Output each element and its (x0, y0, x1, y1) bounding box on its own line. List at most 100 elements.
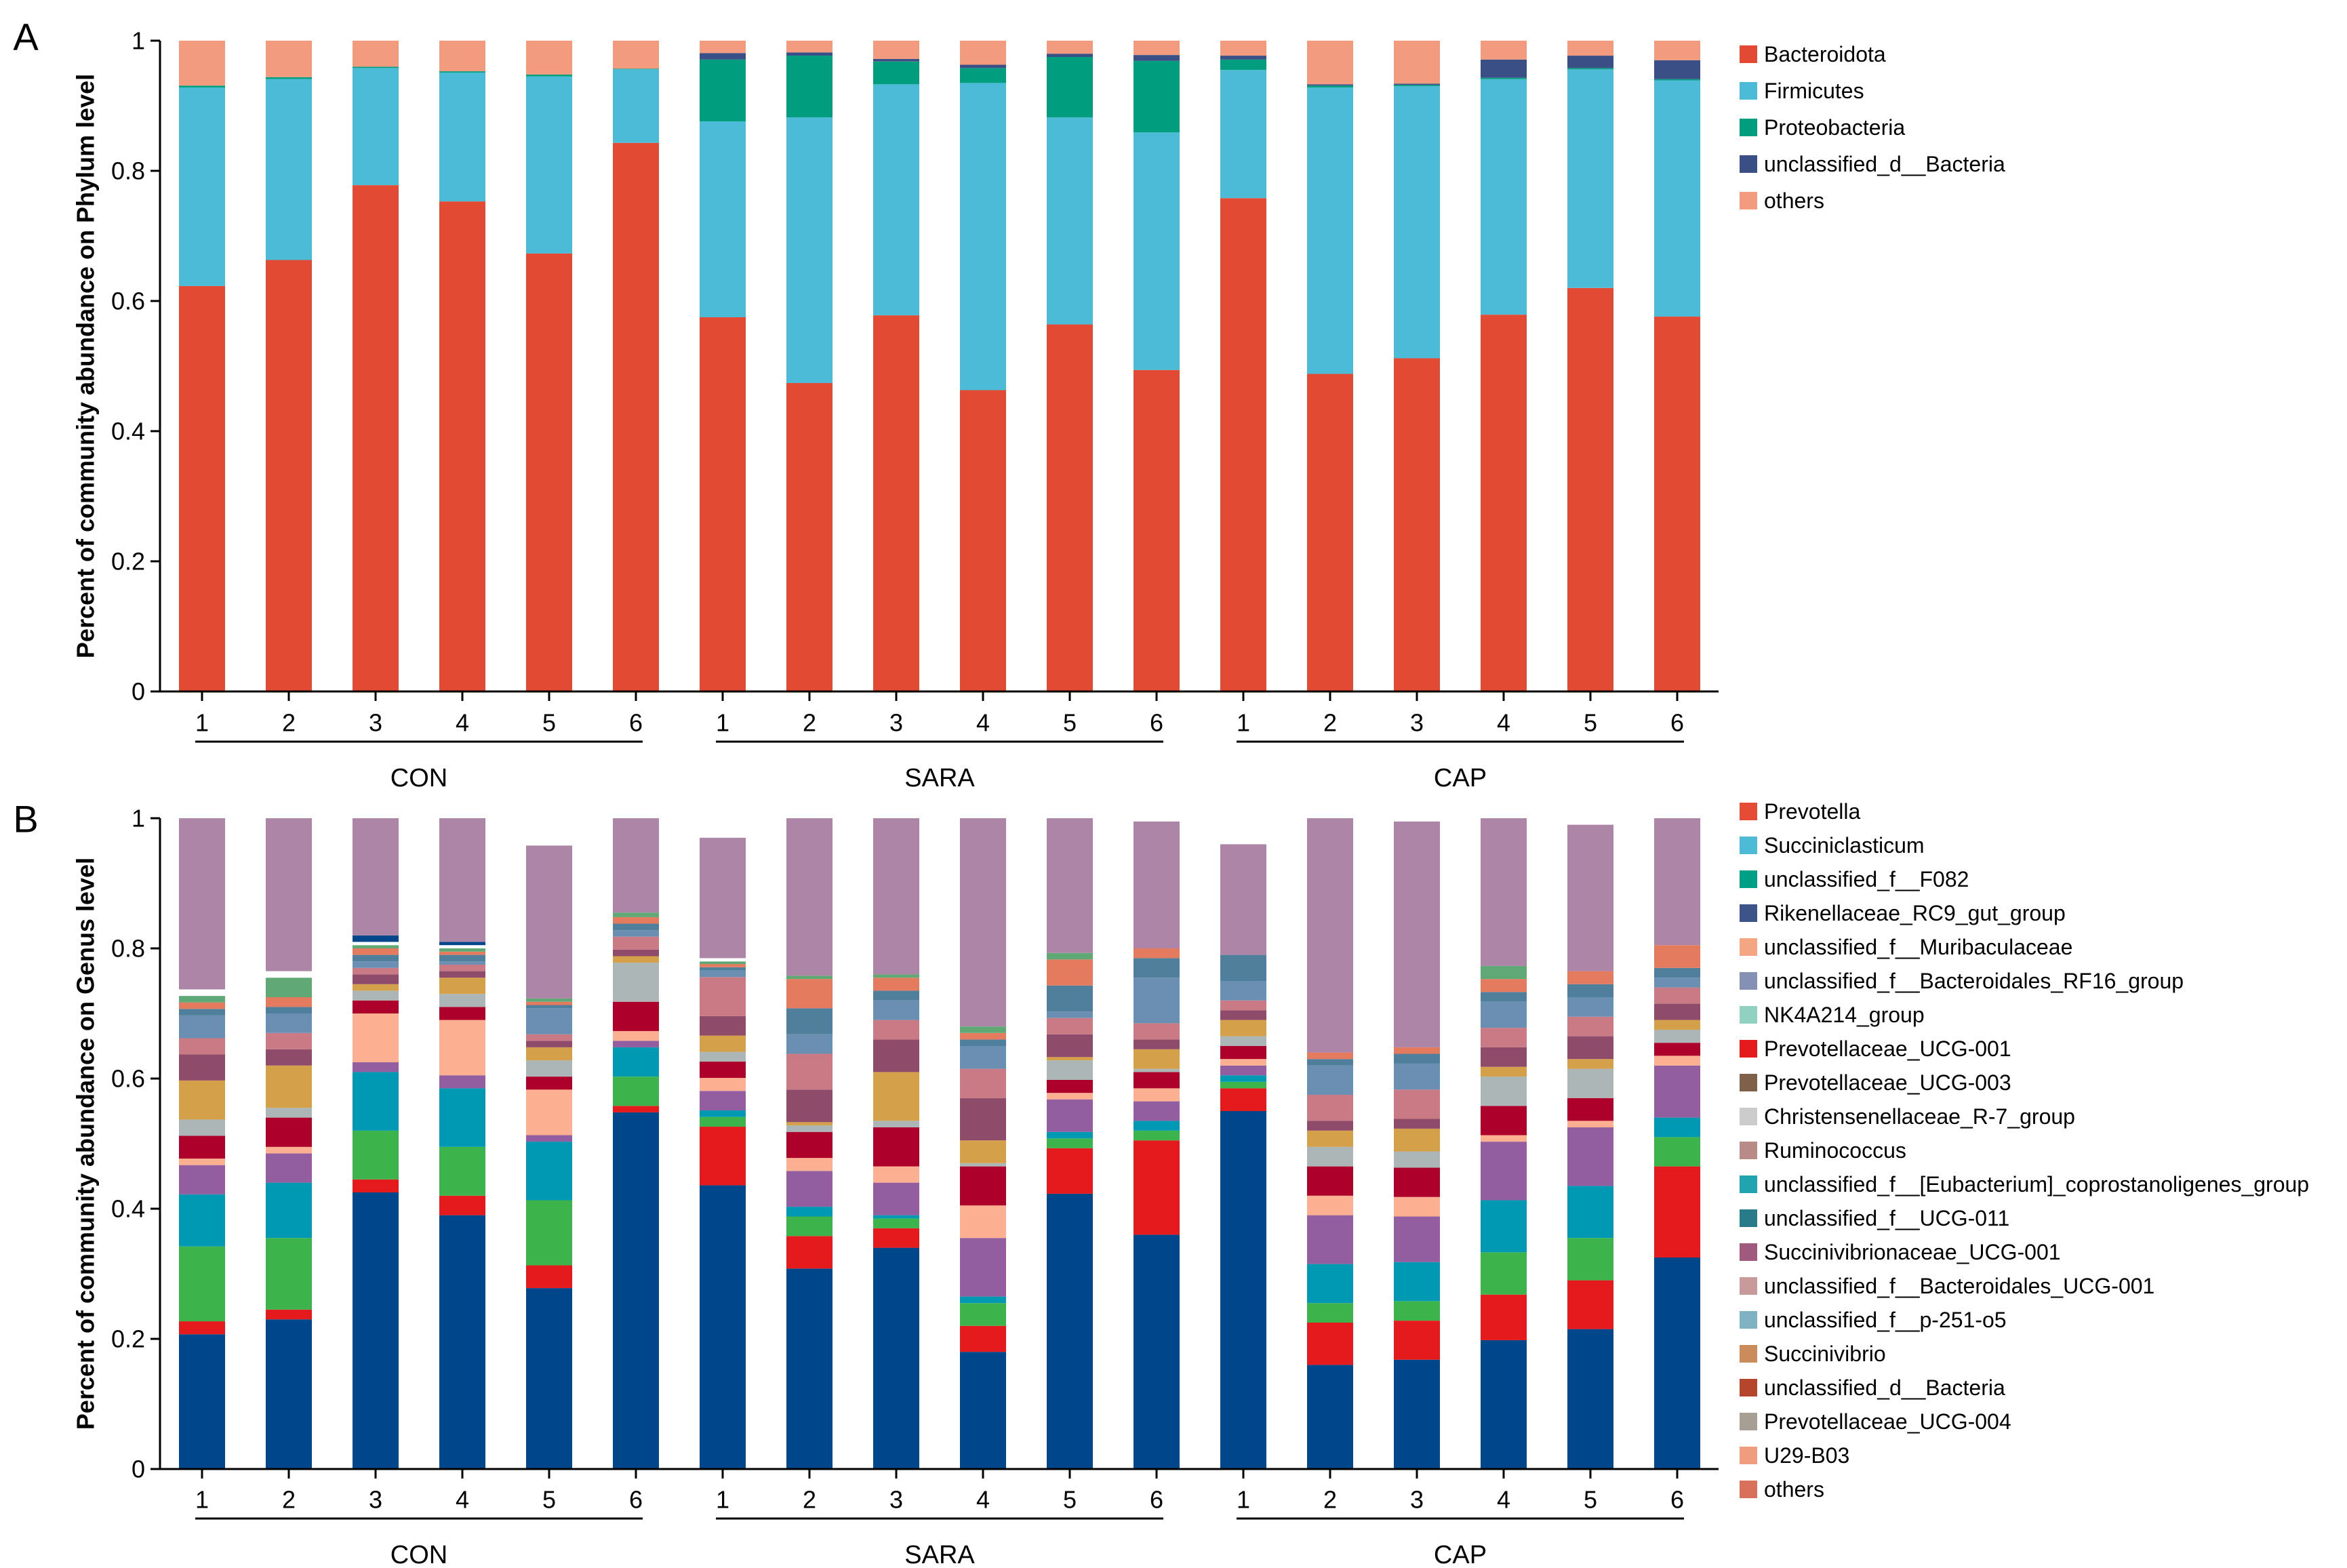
bar-segment-7-1 (700, 317, 746, 691)
bar-segment-4-15 (439, 948, 485, 952)
bar-segment-17-7 (1567, 1098, 1613, 1121)
bar-segment-9-11 (873, 1020, 919, 1040)
bar-segment-5-2 (526, 76, 572, 254)
bar-segment-9-5 (873, 41, 919, 59)
bar-segment-5-3 (526, 74, 572, 77)
bar-segment-18-14 (1654, 945, 1700, 968)
bar-segment-13-3 (1220, 1081, 1266, 1089)
bar-segment-14-2 (1307, 87, 1353, 374)
bar-segment-15-5 (1394, 1216, 1440, 1262)
bar-segment-8-6 (786, 1158, 833, 1171)
x-tick-label: 6 (1150, 1486, 1163, 1514)
bar-segment-15-12 (1394, 1063, 1440, 1090)
bar-segment-6-14 (613, 917, 659, 924)
bar-segment-3-18 (353, 818, 399, 936)
bar-segment-4-6 (439, 1020, 485, 1076)
y-axis-title: Percent of community abundance on Genus … (72, 858, 100, 1430)
bar-segment-17-3 (1567, 68, 1613, 70)
bar-segment-9-1 (873, 1247, 919, 1469)
x-tick-label: 4 (456, 709, 469, 737)
legend-swatch (1740, 837, 1757, 854)
bar-segment-14-9 (1307, 1130, 1353, 1147)
bar-segment-12-1 (1134, 1234, 1180, 1469)
bar-segment-10-4 (960, 1296, 1006, 1304)
bar-segment-12-5 (1134, 1101, 1180, 1121)
bar-segment-1-3 (179, 85, 225, 88)
legend-label: others (1764, 188, 1824, 213)
bar-segment-2-14 (266, 997, 312, 1007)
bar-segment-14-1 (1307, 1365, 1353, 1469)
bar-segment-18-6 (1654, 1056, 1700, 1066)
x-tick-label: 1 (195, 1486, 209, 1514)
bar-segment-17-8 (1567, 1068, 1613, 1098)
bar-segment-4-16 (439, 945, 485, 948)
bar-segment-1-16 (179, 989, 225, 997)
bar-segment-15-7 (1394, 1167, 1440, 1197)
bar-segment-1-5 (179, 41, 225, 86)
bar-segment-10-5 (960, 41, 1006, 65)
bar-segment-17-2 (1567, 1280, 1613, 1329)
x-tick-label: 2 (282, 709, 296, 737)
x-tick-label: 1 (195, 709, 209, 737)
legend-swatch (1740, 1413, 1757, 1430)
bar-segment-9-9 (873, 1072, 919, 1121)
bar-segment-3-3 (353, 66, 399, 68)
bar-segment-3-15 (353, 945, 399, 948)
bar-segment-16-1 (1481, 315, 1527, 691)
bar-segment-15-9 (1394, 1128, 1440, 1152)
bar-segment-18-13 (1654, 967, 1700, 978)
bar-segment-7-16 (700, 958, 746, 962)
legend-label: Succiniclasticum (1764, 833, 1925, 858)
bar-segment-4-1 (439, 1215, 485, 1469)
y-tick-label: 0.8 (111, 157, 145, 185)
bar-segment-5-5 (526, 1135, 572, 1142)
bar-segment-4-13 (439, 954, 485, 962)
bar-segment-2-17 (266, 818, 312, 971)
bar-segment-5-7 (526, 1077, 572, 1090)
bar-segment-1-10 (179, 1054, 225, 1081)
bar-segment-6-11 (613, 936, 659, 950)
bar-segment-4-2 (439, 1195, 485, 1215)
bar-segment-1-14 (179, 1002, 225, 1009)
legend-swatch (1740, 1175, 1757, 1193)
bar-segment-4-3 (439, 1146, 485, 1196)
bar-segment-12-4 (1134, 55, 1180, 61)
bar-segment-4-8 (439, 994, 485, 1007)
bar-segment-1-8 (179, 1119, 225, 1136)
bar-segment-9-2 (873, 84, 919, 316)
bar-segment-11-3 (1047, 1138, 1093, 1148)
bar-segment-11-12 (1047, 1011, 1093, 1018)
legend-swatch (1740, 192, 1757, 209)
bar-segment-17-5 (1567, 1127, 1613, 1186)
bar-segment-17-2 (1567, 69, 1613, 288)
x-tick-label: 5 (1063, 1486, 1077, 1514)
bar-segment-9-2 (873, 1228, 919, 1248)
x-tick-label: 1 (1237, 709, 1250, 737)
y-axis-title: Percent of community abundance on Phylum… (72, 74, 100, 658)
legend-label: Christensenellaceae_R-7_group (1764, 1104, 2075, 1129)
bar-segment-7-17 (700, 837, 746, 959)
bar-segment-14-5 (1307, 41, 1353, 85)
x-tick-label: 2 (803, 1486, 816, 1514)
bar-segment-9-15 (873, 974, 919, 978)
bar-segment-17-12 (1567, 997, 1613, 1017)
bar-segment-11-14 (1047, 959, 1093, 986)
bar-segment-6-5 (613, 41, 659, 69)
bar-segment-4-7 (439, 1007, 485, 1020)
bar-segment-16-15 (1481, 965, 1527, 980)
bar-segment-8-5 (786, 1171, 833, 1207)
bar-segment-5-2 (526, 1265, 572, 1289)
bar-segment-2-4 (266, 1182, 312, 1239)
group-label: SARA (904, 1541, 975, 1568)
bar-segment-13-1 (1220, 1111, 1266, 1469)
bar-segment-3-7 (353, 1000, 399, 1013)
bar-segment-17-13 (1567, 984, 1613, 997)
bar-segment-4-11 (439, 965, 485, 971)
bar-segment-2-1 (266, 1319, 312, 1469)
legend-swatch (1740, 1209, 1757, 1227)
bar-segment-2-16 (266, 971, 312, 978)
bar-segment-6-1 (613, 1112, 659, 1469)
legend-swatch (1740, 803, 1757, 820)
bar-segment-12-6 (1134, 1088, 1180, 1102)
x-tick-label: 5 (1584, 1486, 1597, 1514)
